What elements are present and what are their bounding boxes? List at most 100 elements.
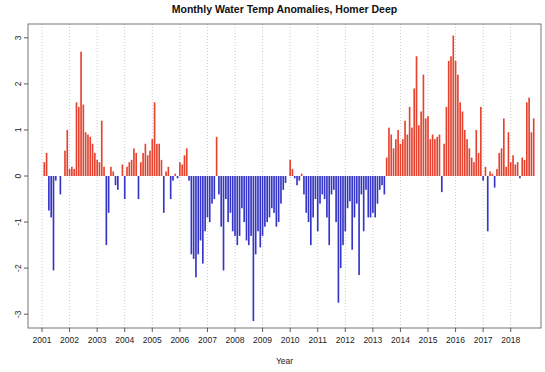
bar [285, 176, 287, 183]
bar [303, 176, 305, 194]
bar [315, 176, 317, 199]
bar [482, 176, 484, 181]
bar [514, 164, 516, 176]
bar [133, 148, 135, 176]
bar [528, 98, 530, 176]
grid-line [179, 24, 180, 328]
bar [367, 176, 369, 217]
bar [211, 176, 213, 204]
grid-line [290, 24, 291, 328]
bar [475, 130, 477, 176]
bar [347, 176, 349, 208]
bar [259, 176, 261, 247]
x-tick [290, 328, 291, 332]
x-tick-label: 2015 [419, 335, 438, 345]
bar [289, 160, 291, 176]
x-tick-label: 2016 [446, 335, 465, 345]
x-tick-label: 2002 [60, 335, 79, 345]
bar [321, 176, 323, 194]
bar [138, 176, 140, 199]
y-tick-label: -1 [13, 218, 23, 226]
bar [230, 176, 232, 213]
y-tick [24, 268, 28, 269]
bar [264, 176, 266, 227]
bar [135, 153, 137, 176]
bar [416, 56, 418, 176]
x-tick-label: 2008 [226, 335, 245, 345]
bar [363, 176, 365, 231]
bar [494, 176, 496, 188]
bar [342, 176, 344, 245]
bar [60, 176, 62, 194]
bar [78, 107, 80, 176]
bar [71, 167, 73, 176]
bar [83, 105, 85, 176]
plot-frame [28, 24, 541, 328]
bar [80, 52, 82, 176]
bar [301, 174, 303, 176]
bar [218, 176, 220, 194]
bar [209, 176, 211, 222]
y-tick-label: -2 [13, 264, 23, 272]
bar [202, 176, 204, 264]
x-tick-label: 2005 [143, 335, 162, 345]
grid-line [152, 24, 153, 328]
bar [308, 176, 310, 222]
bar [324, 176, 326, 199]
bar [379, 176, 381, 190]
bar [390, 135, 392, 176]
bar [262, 176, 264, 236]
bar [521, 158, 523, 176]
bar [411, 128, 413, 176]
bar [174, 174, 176, 176]
grid-line [345, 24, 346, 328]
bar [151, 139, 153, 176]
bar [106, 176, 108, 245]
bar [128, 162, 130, 176]
bar [319, 176, 321, 204]
bar [89, 137, 91, 176]
bar [177, 176, 179, 178]
bar [312, 176, 314, 217]
bar [92, 144, 94, 176]
bar [425, 118, 427, 176]
bar [257, 176, 259, 231]
bar [142, 153, 144, 176]
bar [326, 176, 328, 217]
x-tick-label: 2018 [501, 335, 520, 345]
bar [168, 167, 170, 176]
bar [64, 151, 66, 176]
bar [452, 36, 454, 176]
bar [335, 176, 337, 222]
bar [402, 139, 404, 176]
chart: Monthly Water Temp Anomalies, Homer Deep… [0, 0, 545, 372]
bar [46, 153, 48, 176]
bar [439, 135, 441, 176]
bar [188, 176, 190, 181]
bar [225, 176, 227, 199]
bar [446, 107, 448, 176]
bar [53, 176, 55, 270]
bar [140, 162, 142, 176]
x-tick-label: 2009 [253, 335, 272, 345]
bar [331, 176, 333, 194]
bar [471, 158, 473, 176]
bar [508, 132, 510, 176]
bar [163, 176, 165, 213]
bar [269, 176, 271, 217]
y-tick-label: 3 [13, 35, 23, 40]
bar [248, 176, 250, 245]
bar [94, 153, 96, 176]
bar [193, 176, 195, 259]
bar [384, 176, 386, 194]
x-tick [152, 328, 153, 332]
bar [377, 176, 379, 204]
bar [420, 112, 422, 176]
x-tick-label: 2011 [309, 335, 328, 345]
bar [172, 176, 174, 181]
bar [241, 176, 243, 208]
x-tick [69, 328, 70, 332]
grid-line [317, 24, 318, 328]
x-tick-label: 2003 [88, 335, 107, 345]
bar [448, 61, 450, 176]
